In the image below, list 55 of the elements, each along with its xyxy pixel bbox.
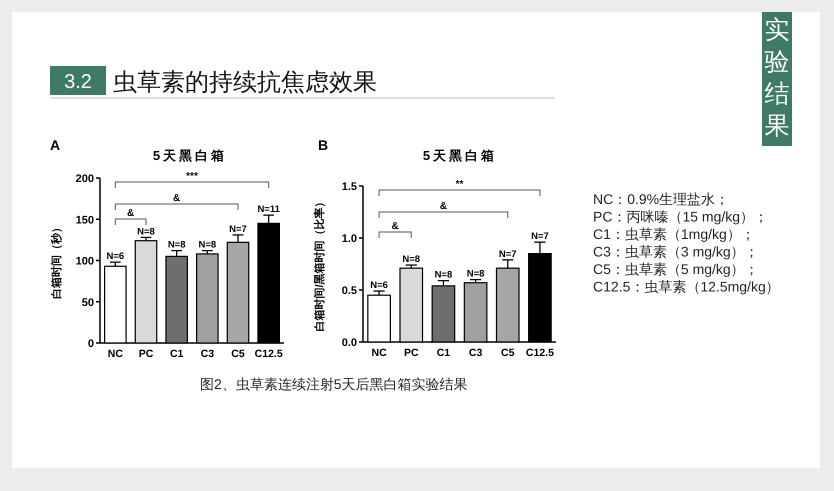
annotation: N=11 [257,204,281,216]
text: NC：0.9%生理盐水； [593,191,730,207]
x-tick-label: C3 [200,348,214,360]
text: C5：虫草素（5 mg/kg）； [593,261,759,277]
x-tick-label: C12.5 [254,348,283,360]
x-tick-label: C1 [436,347,450,359]
text: 虫草素的持续抗焦虑效果 [113,69,377,96]
annotation: N=8 [434,270,452,281]
y-tick-label: 150 [76,214,94,226]
y-tick-label: 0.5 [342,285,357,297]
text: C12.5：虫草素（12.5mg/kg） [593,278,780,294]
y-tick-label: 200 [76,173,94,185]
caption: 图2、虫草素连续注射5天后黑白箱实验结果 [200,376,468,392]
x-tick-label: C12.5 [526,347,554,359]
x-tick-label: C5 [501,347,515,359]
annotation: & [127,208,134,219]
annotation: & [392,221,399,232]
annotation: N=8 [137,226,155,238]
y-tick-label: 100 [76,256,94,268]
annotation: N=6 [106,251,124,262]
x-tick-label: C1 [170,348,184,360]
text: 实验结果 [764,16,790,140]
text: PC：丙咪嗪（15 mg/kg）； [593,208,768,224]
annotation: N=8 [198,240,216,251]
annotation: *** [186,171,198,182]
x-tick-label: C5 [231,348,245,360]
annotation: ** [456,179,464,190]
y-tick-label: 0 [88,338,94,350]
y-tick-label: 1.5 [342,181,357,193]
x-tick-label: PC [138,348,154,360]
annotation: N=8 [402,254,420,266]
x-tick-label: C3 [468,347,482,359]
text: B [318,137,328,153]
y-axis-title: 白箱时间（秒） [50,222,63,299]
x-tick-label: NC [108,348,124,360]
chart-title: 5天黑白箱 [422,148,498,163]
y-tick-label: 0.0 [342,337,357,349]
x-tick-label: PC [404,347,419,359]
annotation: N=7 [498,248,517,260]
y-axis-title: 白箱时间/黑箱时间（比率） [313,196,326,332]
annotation: N=7 [531,231,549,242]
text: C1：虫草素（1mg/kg）； [593,226,755,242]
annotation: N=7 [229,224,247,235]
y-tick-label: 1.0 [342,233,357,245]
x-tick-label: NC [371,347,388,359]
text: A [50,137,60,153]
annotation: N=8 [466,268,484,280]
annotation: N=8 [168,240,186,251]
annotation: N=6 [370,280,388,292]
chart-title: 5天黑白箱 [152,148,228,163]
y-tick-label: 50 [82,296,94,309]
annotation: & [173,193,180,204]
annotation: & [440,201,448,212]
text: 3.2 [64,71,92,93]
text: C3：虫草素（3 mg/kg）； [593,244,759,260]
